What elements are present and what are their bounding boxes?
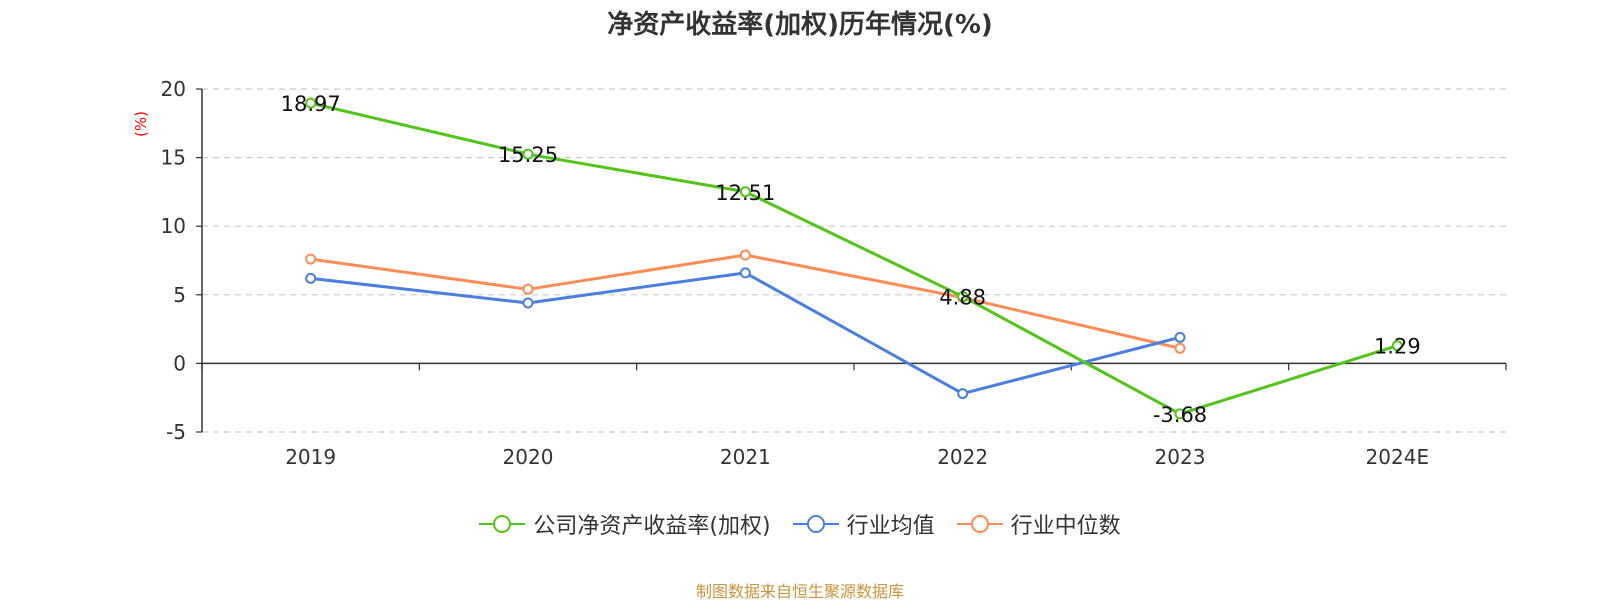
data-point[interactable] bbox=[522, 148, 534, 160]
x-tick-label: 2021 bbox=[720, 445, 771, 469]
y-tick-label: 10 bbox=[161, 214, 186, 238]
legend-item[interactable]: 行业中位数 bbox=[956, 508, 1121, 540]
data-point[interactable] bbox=[522, 297, 534, 309]
data-label-layer: 18.97 15.25 12.51 4.88 -3.68 1.29 bbox=[281, 92, 1421, 427]
legend-label: 行业中位数 bbox=[1010, 514, 1121, 539]
data-label: 12.51 bbox=[715, 181, 775, 205]
data-point[interactable] bbox=[305, 97, 317, 109]
legend-swatch-icon bbox=[792, 515, 839, 533]
y-tick-label: 15 bbox=[161, 146, 186, 170]
data-point[interactable] bbox=[957, 388, 969, 400]
data-label: 15.25 bbox=[498, 143, 558, 167]
axis-layer: 20 15 10 5 0 -5 2019 2020 2021 2022 2023 2024E bbox=[161, 77, 1507, 469]
data-point[interactable] bbox=[1174, 408, 1186, 420]
x-tick-label: 2019 bbox=[285, 445, 336, 469]
grid-layer bbox=[202, 88, 1506, 433]
data-point[interactable] bbox=[957, 290, 969, 302]
legend-label: 行业均值 bbox=[846, 514, 935, 539]
y-tick-label: 20 bbox=[161, 77, 186, 101]
x-tick-label: 2022 bbox=[937, 445, 988, 469]
series-layer bbox=[305, 97, 1403, 420]
chart-title: 净资产收益率(加权)历年情况(%) bbox=[607, 10, 993, 40]
data-label: 1.29 bbox=[1374, 335, 1421, 359]
data-point[interactable] bbox=[1174, 342, 1186, 354]
data-label: -3.68 bbox=[1153, 403, 1207, 427]
source-note: 制图数据来自恒生聚源数据库 bbox=[695, 582, 904, 601]
series-line bbox=[310, 101, 1398, 416]
y-axis-unit-label: (%) bbox=[132, 111, 150, 137]
y-tick-label: 0 bbox=[173, 351, 186, 375]
legend-label: 公司净资产收益率(加权) bbox=[533, 514, 771, 539]
data-point[interactable] bbox=[1391, 340, 1403, 352]
data-point[interactable] bbox=[522, 283, 534, 295]
data-point[interactable] bbox=[305, 253, 317, 265]
legend-item[interactable]: 公司净资产收益率(加权) bbox=[479, 508, 771, 540]
legend-swatch-icon bbox=[956, 515, 1003, 533]
data-label: 4.88 bbox=[939, 285, 986, 309]
x-tick-label: 2020 bbox=[503, 445, 554, 469]
series-line bbox=[310, 271, 1181, 396]
data-point[interactable] bbox=[1174, 331, 1186, 343]
legend: 公司净资产收益率(加权) 行业均值 行业中位数 bbox=[0, 508, 1600, 540]
data-label: 18.97 bbox=[281, 92, 341, 116]
legend-swatch-icon bbox=[479, 515, 526, 533]
data-point[interactable] bbox=[739, 249, 751, 261]
y-tick-label: 5 bbox=[173, 283, 186, 307]
data-point[interactable] bbox=[739, 267, 751, 279]
y-tick-label: -5 bbox=[166, 420, 186, 444]
data-point[interactable] bbox=[739, 186, 751, 198]
data-point[interactable] bbox=[305, 272, 317, 284]
x-tick-label: 2023 bbox=[1155, 445, 1206, 469]
legend-item[interactable]: 行业均值 bbox=[792, 508, 935, 540]
x-tick-label: 2024E bbox=[1366, 445, 1430, 469]
